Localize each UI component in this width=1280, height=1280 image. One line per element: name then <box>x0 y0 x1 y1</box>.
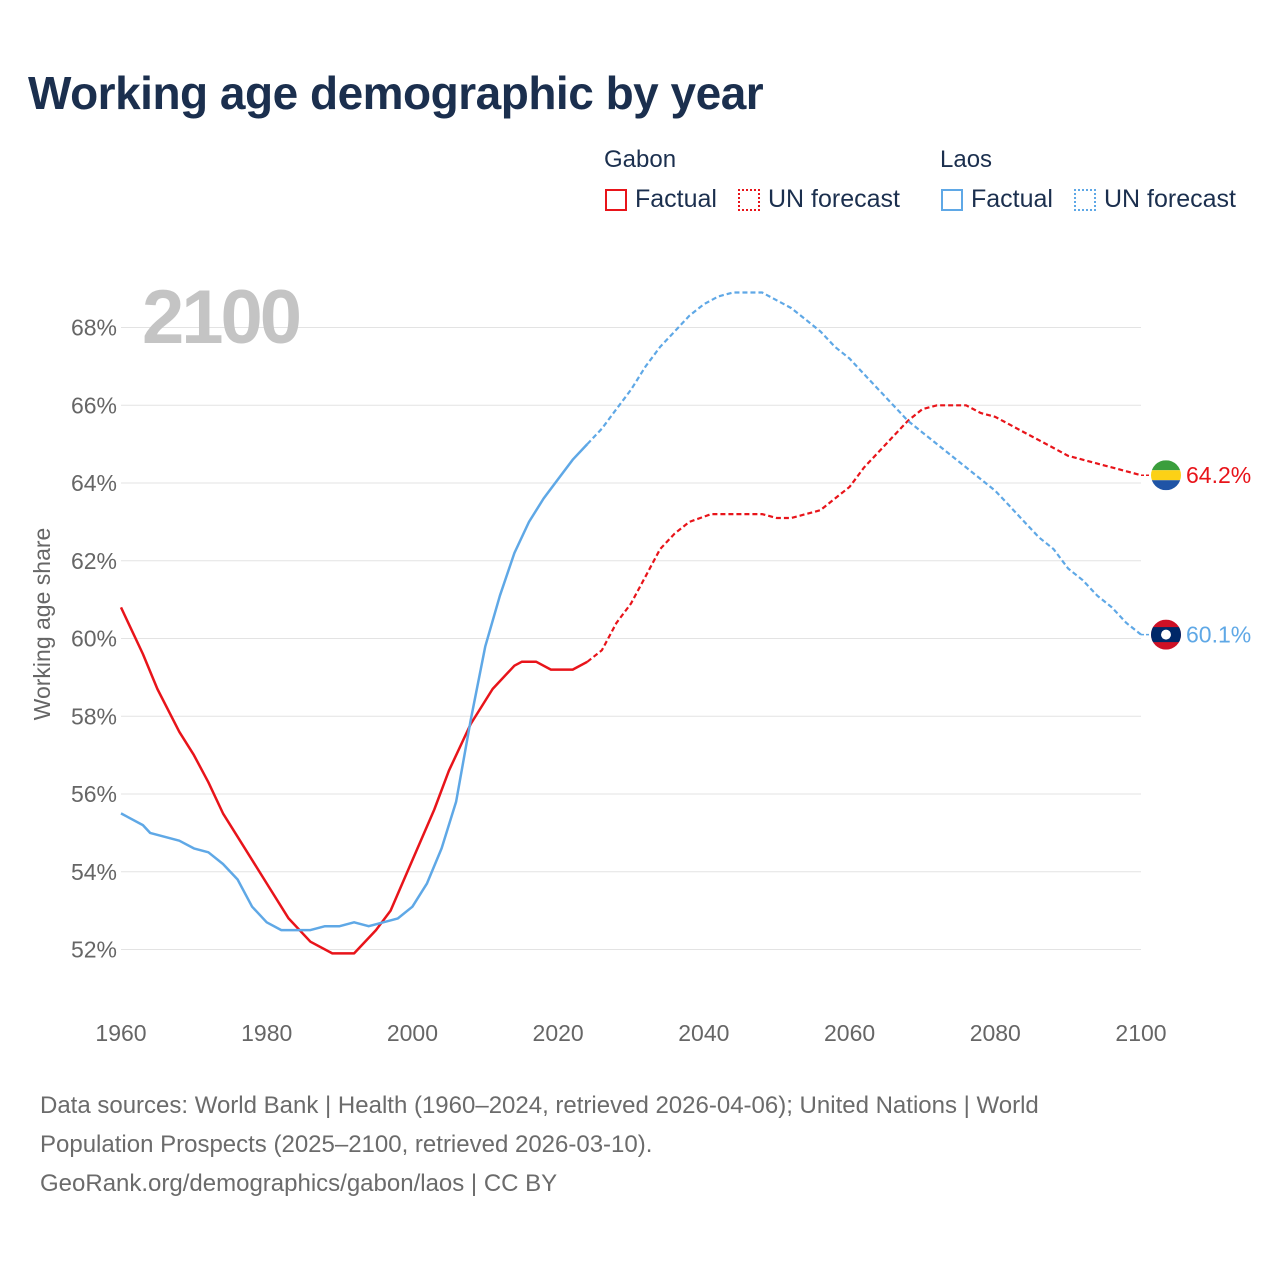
end-value-label-gabon: 64.2% <box>1186 462 1251 488</box>
series-line-gabon-forecast <box>586 404 1142 663</box>
legend-label: Factual <box>971 185 1053 213</box>
legend-label: UN forecast <box>1104 185 1236 213</box>
grid <box>121 327 1141 950</box>
series-line-laos-factual <box>120 443 589 932</box>
legend-item-gabon-forecast[interactable]: UN forecast <box>738 185 900 214</box>
x-tick-label: 2060 <box>824 1020 875 1046</box>
y-tick-label: 64% <box>71 470 117 496</box>
chart-title: Working age demographic by year <box>28 67 764 119</box>
legend-group-laos: Laos <box>940 146 993 173</box>
legend-item-laos-factual[interactable]: Factual <box>941 185 1053 214</box>
flag-gabon-icon <box>1151 460 1181 491</box>
y-tick-label: 56% <box>71 781 117 807</box>
flag-laos-icon <box>1151 619 1181 650</box>
y-tick-label: 52% <box>71 937 117 963</box>
x-tick-label: 2080 <box>970 1020 1021 1046</box>
legend-label: Factual <box>635 185 717 213</box>
series-layer <box>119 291 1142 955</box>
source-line-1: Data sources: World Bank | Health (1960–… <box>40 1092 1039 1119</box>
x-tick-label: 2000 <box>387 1020 438 1046</box>
x-tick-label: 2020 <box>533 1020 584 1046</box>
y-axis: 52% 54% 56% 58% 60% 62% 64% 66% 68% <box>71 315 117 963</box>
y-tick-label: 62% <box>71 548 117 574</box>
y-tick-label: 54% <box>71 859 117 885</box>
legend-swatch-solid <box>941 188 963 211</box>
attribution-link[interactable]: GeoRank.org/demographics/gabon/laos | CC… <box>40 1170 558 1197</box>
legend-group-gabon: Gabon <box>604 146 677 173</box>
legend-item-laos-forecast[interactable]: UN forecast <box>1074 185 1236 214</box>
x-axis: 1960 1980 2000 2020 2040 2060 2080 2100 <box>95 1020 1166 1046</box>
line-chart: 2100 52% 54% 56% 58% 60% 62% 64% 66% 68% 1960 198… <box>29 275 1251 1046</box>
series-line-gabon-factual <box>119 606 588 955</box>
end-markers: 64.2% 60.1% <box>1141 460 1251 650</box>
legend-item-gabon-factual[interactable]: Factual <box>605 185 717 214</box>
footer: Data sources: World Bank | Health (1960–… <box>40 1086 1240 1203</box>
y-tick-label: 68% <box>71 315 117 341</box>
end-value-label-laos: 60.1% <box>1186 622 1251 648</box>
year-watermark: 2100 <box>142 275 300 360</box>
y-tick-label: 66% <box>71 392 117 418</box>
x-tick-label: 1960 <box>95 1020 146 1046</box>
legend-swatch-solid <box>605 188 627 211</box>
legend-swatch-dotted <box>738 188 760 211</box>
y-axis-label: Working age share <box>29 528 55 721</box>
legend-label: UN forecast <box>768 185 900 213</box>
x-tick-label: 2100 <box>1115 1020 1166 1046</box>
x-tick-label: 2040 <box>678 1020 729 1046</box>
y-tick-label: 60% <box>71 626 117 652</box>
y-tick-label: 58% <box>71 703 117 729</box>
legend-swatch-dotted <box>1074 188 1096 211</box>
x-tick-label: 1980 <box>241 1020 292 1046</box>
series-line-laos-forecast <box>586 291 1142 636</box>
source-line-2: Population Prospects (2025–2100, retriev… <box>40 1131 653 1158</box>
